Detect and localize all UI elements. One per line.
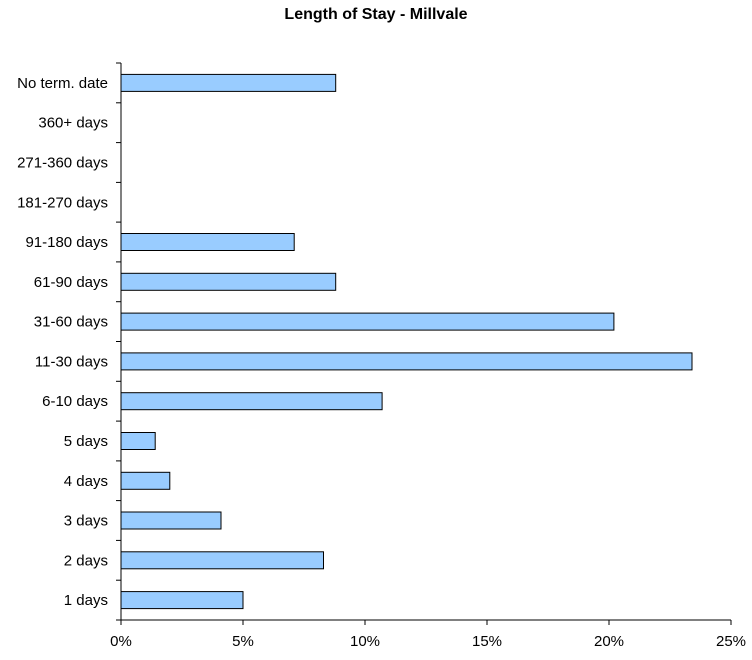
x-tick-label: 20%: [594, 633, 624, 650]
bar-91-180-days: [120, 233, 295, 251]
bar-61-90-days: [120, 272, 337, 291]
category-label: 1 days: [64, 592, 108, 609]
bar-2-days: [120, 551, 324, 570]
bar-4-days: [120, 471, 171, 490]
x-tick-label: 15%: [472, 633, 502, 650]
category-label: 11-30 days: [35, 353, 108, 370]
bar-6-10-days: [120, 392, 383, 411]
category-label: 91-180 days: [25, 234, 108, 251]
bar-1-days: [120, 591, 244, 610]
category-label: 3 days: [64, 513, 108, 530]
category-label: No term. date: [17, 75, 108, 92]
bar-3-days: [120, 511, 222, 530]
bar-5-days: [120, 432, 156, 450]
category-label: 360+ days: [38, 115, 108, 132]
category-label: 5 days: [64, 433, 108, 450]
category-label: 6-10 days: [42, 393, 108, 410]
category-label: 31-60 days: [34, 314, 108, 331]
bar-31-60-days: [120, 312, 615, 331]
category-label: 271-360 days: [17, 155, 108, 172]
x-tick-label: 5%: [232, 633, 254, 650]
chart-title: Length of Stay - Millvale: [284, 6, 468, 23]
category-label: 61-90 days: [34, 274, 108, 291]
x-tick-label: 10%: [350, 633, 380, 650]
bar-11-30-days: [120, 352, 693, 371]
category-label: 4 days: [64, 473, 108, 490]
category-label: 181-270 days: [17, 194, 108, 211]
bar-no-term-date: [120, 73, 337, 92]
x-tick-label: 25%: [716, 633, 746, 650]
x-tick-label: 0%: [110, 633, 132, 650]
category-label: 2 days: [64, 552, 108, 569]
